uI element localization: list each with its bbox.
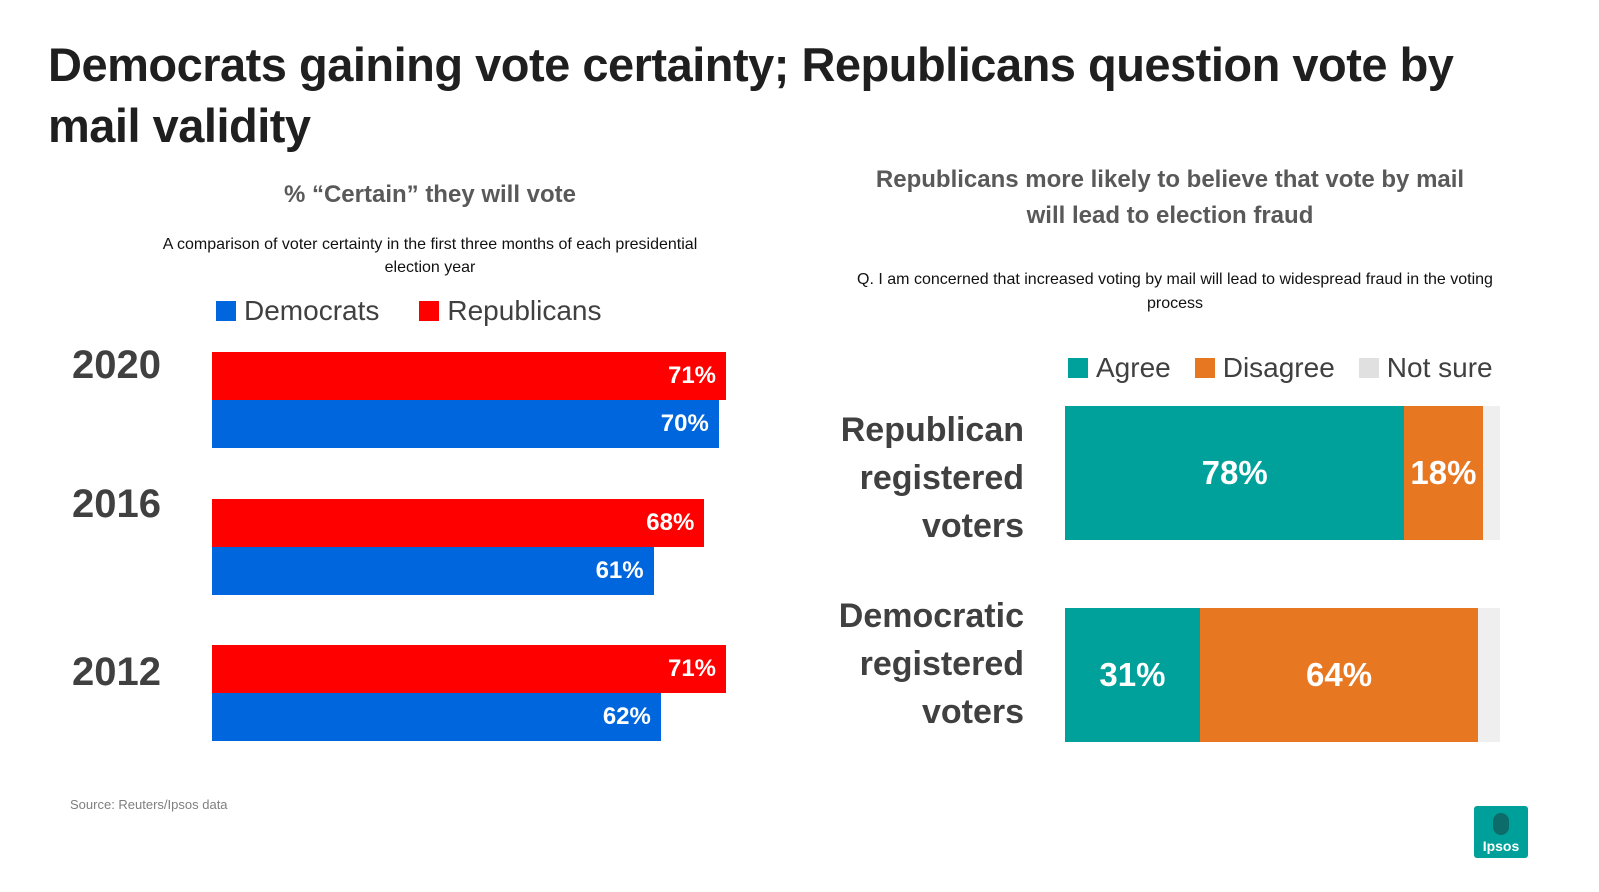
category-label-republican-voters: Republican registered voters (760, 406, 1024, 550)
legend-label-agree: Agree (1096, 352, 1171, 383)
legend-swatch-disagree (1194, 358, 1215, 378)
legend-label-democrats: Democrats (244, 295, 380, 326)
segment-agree-republican (1065, 406, 1405, 540)
logo-head-icon (1493, 813, 1509, 835)
segment-not-sure-republican (1482, 406, 1500, 540)
bar-republicans-2020 (212, 352, 727, 400)
bar-democrats-2012 (212, 693, 661, 741)
category-label-2016: 2016 (72, 482, 161, 526)
legend-item-democrats: Democrats (216, 295, 379, 327)
category-label-line: Democratic (838, 597, 1024, 635)
category-label-democratic-voters: Democratic registered voters (760, 592, 1024, 736)
right-chart-legend: Agree Disagree Not sure (1068, 352, 1517, 384)
data-label-democrats-2016: 61% (595, 557, 644, 584)
category-label-line: voters (921, 693, 1024, 731)
legend-label-disagree: Disagree (1222, 352, 1335, 383)
category-label-line: registered (859, 459, 1024, 497)
legend-swatch-agree (1068, 358, 1088, 378)
data-label-disagree-republican: 18% (1410, 454, 1477, 491)
left-chart-legend: Democrats Republicans (216, 295, 641, 327)
ipsos-logo: Ipsos (1474, 806, 1528, 858)
category-label-2020: 2020 (72, 343, 161, 387)
left-chart-title: % “Certain” they will vote (283, 181, 577, 208)
bar-republicans-2012 (212, 645, 727, 693)
legend-label-republicans: Republicans (447, 295, 602, 326)
category-label-line: voters (921, 507, 1024, 545)
segment-disagree-democratic (1199, 608, 1479, 742)
data-label-agree-republican: 78% (1201, 454, 1268, 491)
data-label-disagree-democratic: 64% (1306, 656, 1373, 693)
category-label-2012: 2012 (72, 650, 161, 694)
segment-not-sure-democratic (1478, 608, 1500, 742)
segment-disagree-republican (1404, 406, 1483, 540)
data-label-republicans-2012: 71% (667, 655, 717, 682)
legend-item-disagree: Disagree (1194, 352, 1335, 384)
data-label-democrats-2012: 62% (602, 703, 651, 730)
legend-label-not-sure: Not sure (1386, 352, 1493, 383)
data-label-republicans-2016: 68% (646, 509, 695, 536)
data-label-agree-democratic: 31% (1099, 656, 1166, 693)
legend-swatch-democrats (216, 301, 236, 321)
right-chart-title: Republicans more likely to believe that … (875, 166, 1465, 229)
bar-republicans-2016 (212, 499, 705, 547)
legend-item-agree: Agree (1068, 352, 1171, 384)
data-label-republicans-2020: 71% (667, 362, 717, 389)
legend-item-not-sure: Not sure (1358, 352, 1493, 384)
legend-swatch-republicans (419, 301, 440, 321)
right-chart-subtitle: Q. I am concerned that increased voting … (857, 271, 1493, 312)
category-label-line: registered (859, 645, 1024, 683)
bar-democrats-2016 (212, 547, 654, 595)
segment-agree-democratic (1065, 608, 1200, 742)
source-note: Source: Reuters/Ipsos data (70, 797, 228, 812)
data-label-democrats-2020: 70% (660, 410, 709, 437)
left-chart-subtitle: A comparison of voter certainty in the f… (162, 236, 698, 276)
category-label-line: Republican (840, 411, 1024, 449)
page-title: Democrats gaining vote certainty; Republ… (48, 38, 1454, 152)
legend-swatch-not-sure (1358, 358, 1379, 378)
bar-democrats-2020 (212, 400, 719, 448)
logo-text: Ipsos (1482, 838, 1520, 854)
legend-item-republicans: Republicans (419, 295, 601, 327)
